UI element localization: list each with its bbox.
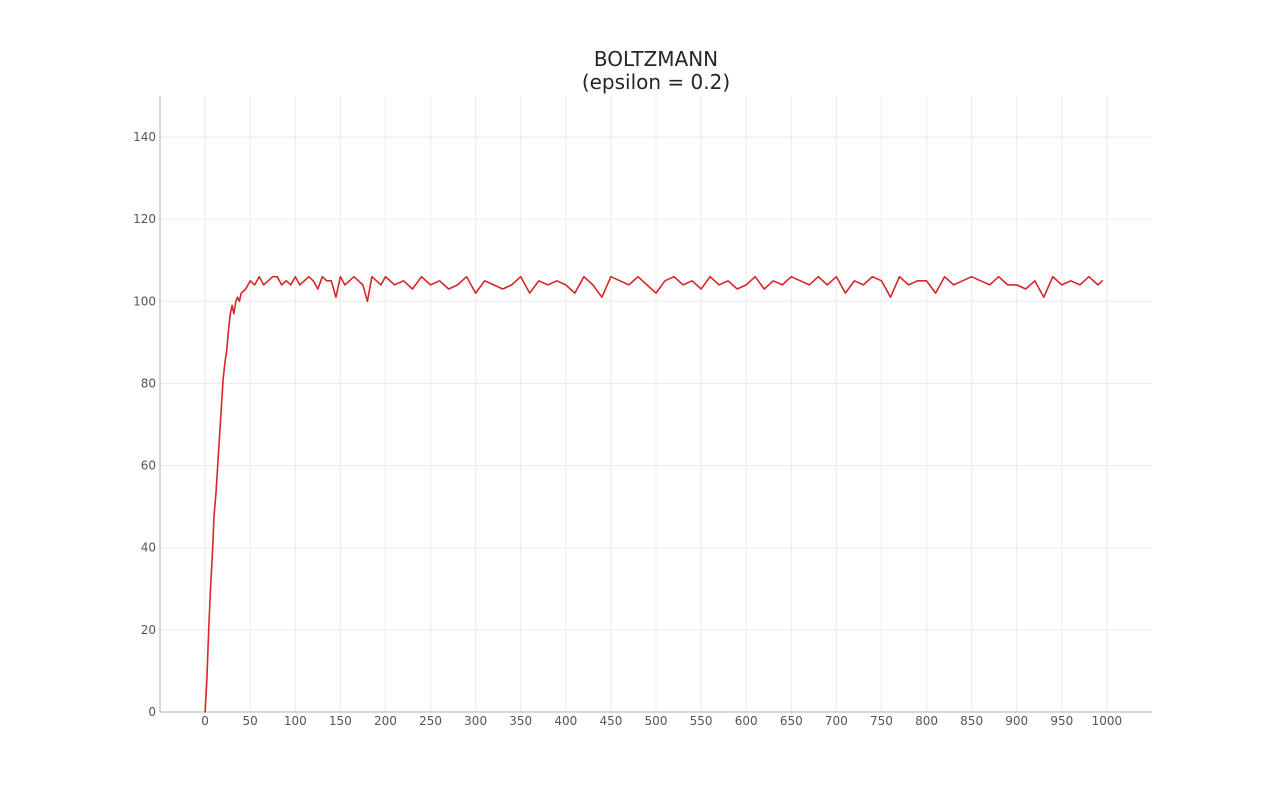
series-line-0 (204, 275, 1104, 713)
y-tick-label: 40 (141, 541, 156, 555)
x-tick-label: 750 (870, 714, 893, 728)
gridlines (160, 96, 1152, 713)
x-tick-label: 0 (201, 714, 209, 728)
x-tick-label: 300 (464, 714, 487, 728)
y-tick-label: 80 (141, 376, 156, 390)
chart-subtitle: (epsilon = 0.2) (582, 70, 730, 94)
x-tick-label: 200 (374, 714, 397, 728)
y-tick-label: 60 (141, 459, 156, 473)
x-tick-label: 150 (329, 714, 352, 728)
y-tick-label: 120 (133, 212, 156, 226)
x-tick-label: 600 (735, 714, 758, 728)
x-tick-label: 800 (915, 714, 938, 728)
x-tick-label: 900 (1005, 714, 1028, 728)
y-tick-label: 100 (133, 294, 156, 308)
chart-title: BOLTZMANN (594, 47, 718, 71)
y-tick-label: 0 (148, 705, 156, 719)
x-tick-label: 250 (419, 714, 442, 728)
x-tick-label: 100 (284, 714, 307, 728)
x-tick-label: 50 (243, 714, 258, 728)
x-tick-label: 500 (645, 714, 668, 728)
x-tick-label: 550 (690, 714, 713, 728)
x-tick-label: 350 (509, 714, 532, 728)
series-layer (204, 275, 1104, 713)
x-tick-label: 850 (960, 714, 983, 728)
x-tick-label: 400 (554, 714, 577, 728)
x-tick-label: 950 (1050, 714, 1073, 728)
tick-labels: 0 50 100 150 200 250 300 350 400 450 500 550 600 650 7… (133, 130, 1122, 728)
x-tick-label: 650 (780, 714, 803, 728)
x-tick-label: 700 (825, 714, 848, 728)
y-tick-label: 20 (141, 623, 156, 637)
x-tick-label: 450 (599, 714, 622, 728)
y-tick-label: 140 (133, 130, 156, 144)
x-tick-label: 1000 (1092, 714, 1123, 728)
